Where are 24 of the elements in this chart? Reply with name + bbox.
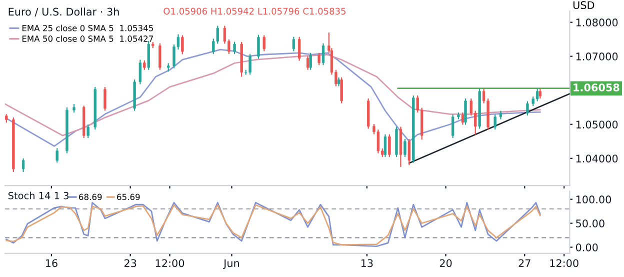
- y-tick-label: 0.00: [576, 243, 598, 252]
- y-tick-label: 1.05000: [576, 120, 618, 128]
- chart-title: Stoch 14 1 3: [8, 192, 68, 200]
- y-axis-title: USD: [573, 1, 594, 10]
- y-tick-label: 1.08000: [576, 18, 618, 26]
- x-tick-label: 12:00: [550, 259, 578, 268]
- legend-label: EMA 25 close 0 SMA 5 1.05345: [22, 24, 153, 32]
- chart-subtitle: O1.05906 H1.05942 L1.05796 C1.05835: [164, 8, 346, 15]
- legend-label: 65.69: [117, 194, 140, 200]
- x-tick-label: 20: [440, 259, 452, 268]
- annotation: 1.06058: [574, 84, 620, 92]
- x-tick-label: 23: [124, 259, 136, 268]
- x-tick-label: 12:00: [156, 259, 184, 268]
- y-tick-label: 1.07000: [576, 52, 618, 60]
- x-tick-label: 16: [46, 259, 58, 268]
- legend-label: 68.69: [79, 194, 102, 200]
- y-tick-label: 1.04000: [576, 154, 618, 162]
- x-tick-label: 27: [518, 259, 530, 267]
- chart-title: Euro / U.S. Dollar · 3h: [8, 8, 119, 16]
- x-tick-label: 13: [361, 259, 373, 268]
- y-tick-label: 50.00: [576, 219, 604, 228]
- legend-label: EMA 50 close 0 SMA 5 1.05427: [22, 35, 153, 42]
- y-tick-label: 100.00: [576, 196, 612, 204]
- x-tick-label: Jun: [223, 259, 239, 270]
